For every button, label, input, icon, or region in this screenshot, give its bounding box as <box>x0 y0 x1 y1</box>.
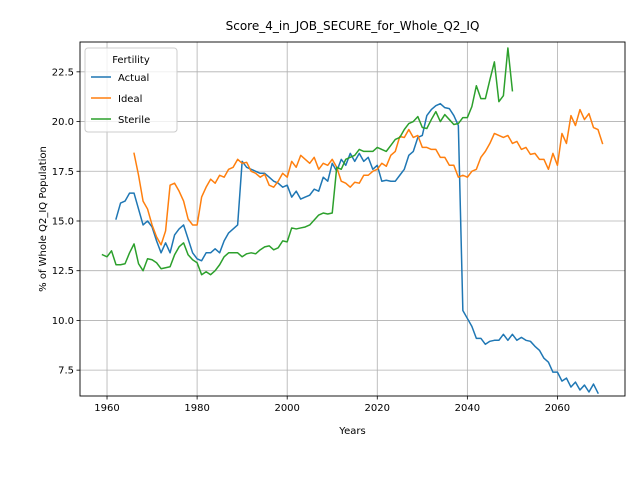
series-layer <box>101 47 604 395</box>
x-tick-label: 2000 <box>274 403 299 414</box>
legend-box <box>84 47 178 133</box>
legend-entry-actual: Actual <box>91 73 149 84</box>
x-tick-label: 2020 <box>365 403 390 414</box>
y-tick-label: 17.5 <box>52 167 74 178</box>
y-axis: 7.5 10.0 12.5 15.0 17.5 20.0 22.5 <box>52 67 80 377</box>
y-tick-label: 22.5 <box>52 67 74 78</box>
x-tick-label: 2060 <box>545 403 570 414</box>
series-line-actual <box>115 102 599 395</box>
x-tick-label: 1980 <box>184 403 209 414</box>
y-tick-label: 7.5 <box>58 366 74 377</box>
legend-label-ideal: Ideal <box>118 94 142 105</box>
chart-title: Score_4_in_JOB_SECURE_for_Whole_Q2_IQ <box>226 19 480 33</box>
legend-entry-sterile: Sterile <box>91 115 150 126</box>
series-line-ideal <box>133 108 604 246</box>
y-tick-label: 12.5 <box>52 266 74 277</box>
series-line-sterile <box>101 47 514 276</box>
legend-title: Fertility <box>112 55 150 66</box>
legend-label-sterile: Sterile <box>118 115 150 126</box>
legend-entry-ideal: Ideal <box>91 94 142 105</box>
x-tick-label: 2040 <box>455 403 480 414</box>
plot-frame <box>79 41 626 397</box>
y-axis-label: % of Whole Q2_IQ Population <box>38 146 49 292</box>
y-tick-label: 15.0 <box>52 216 74 227</box>
legend-label-actual: Actual <box>118 73 149 84</box>
x-axis-label: Years <box>338 426 365 437</box>
y-tick-label: 10.0 <box>52 316 74 327</box>
y-tick-label: 20.0 <box>52 117 74 128</box>
x-axis: 1960 1980 2000 2020 2040 2060 <box>94 396 570 414</box>
x-tick-label: 1960 <box>94 403 119 414</box>
legend: Fertility Actual Ideal Sterile <box>84 47 178 133</box>
grid <box>80 42 625 396</box>
